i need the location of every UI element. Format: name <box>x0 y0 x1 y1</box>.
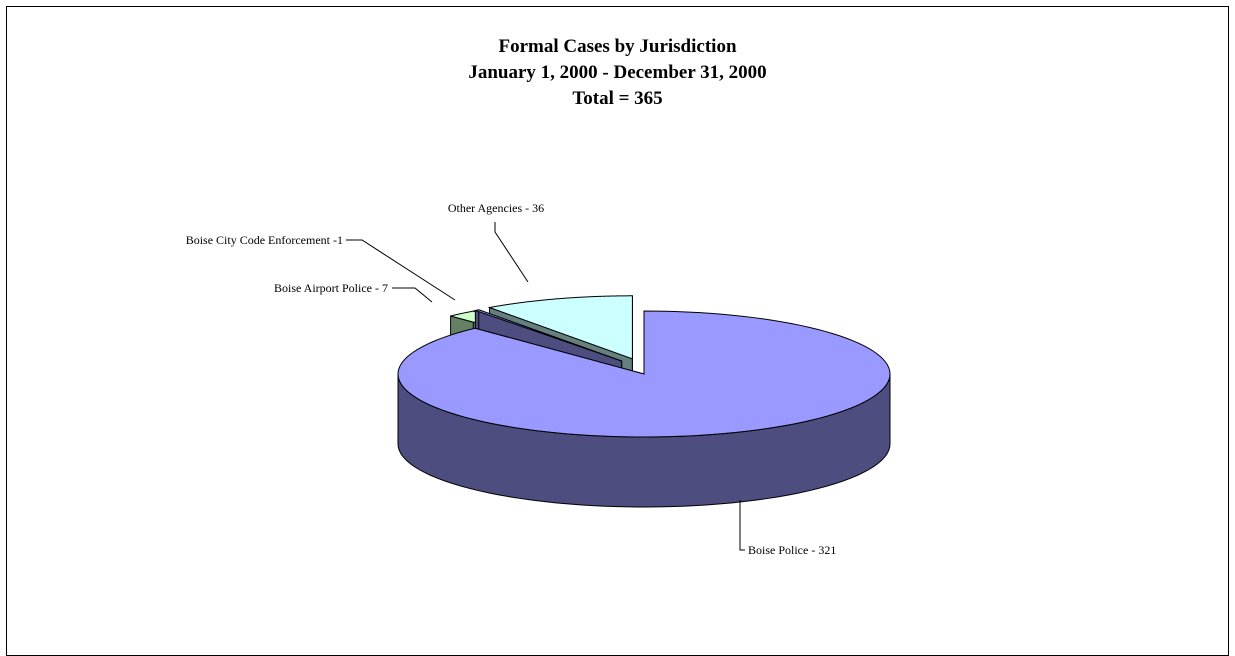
leader-line-boise-city-code-enforcement <box>346 239 456 301</box>
pie-slice-boise-police <box>397 310 891 508</box>
slice-label-other-agencies: Other Agencies - 36 <box>448 201 544 215</box>
leader-line-boise-airport-police <box>392 287 433 303</box>
slice-label-boise-police: Boise Police - 321 <box>748 543 836 557</box>
leader-line-boise-police <box>739 500 745 551</box>
chart-subtitle-total: Total = 365 <box>572 88 663 109</box>
slice-label-boise-airport-police: Boise Airport Police - 7 <box>274 281 388 295</box>
leader-line-other-agencies <box>494 222 529 283</box>
slice-top-face <box>473 309 622 362</box>
chart-title: Formal Cases by Jurisdiction <box>498 36 737 57</box>
slice-top-face <box>487 295 633 360</box>
slice-label-boise-city-code-enforcement: Boise City Code Enforcement -1 <box>186 233 343 247</box>
chart-subtitle-date-range: January 1, 2000 - December 31, 2000 <box>468 62 767 83</box>
slice-top-face <box>397 310 891 438</box>
